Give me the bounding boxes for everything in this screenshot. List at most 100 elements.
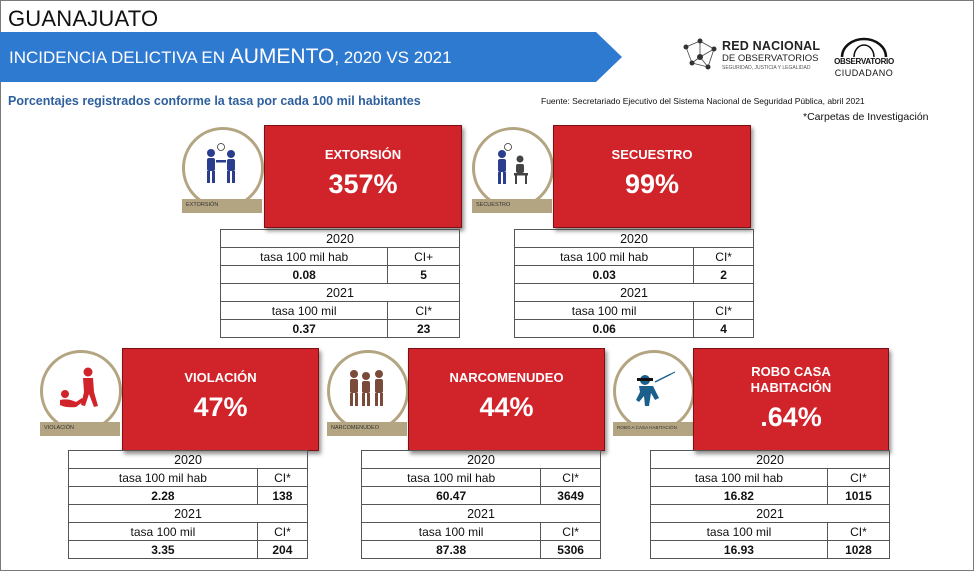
year-2020: 2020: [220, 229, 460, 248]
network-icon: [683, 38, 717, 70]
burglary-icon-badge: ROBO A CASA HABITACIÓN: [613, 350, 695, 436]
crime-name: SECUESTRO: [611, 147, 693, 162]
ci-value: 2: [693, 265, 754, 284]
banner-text: INCIDENCIA DELICTIVA EN AUMENTO, 2020 VS…: [9, 45, 452, 69]
crime-card-secuestro: SECUESTRO 99%: [553, 125, 751, 228]
subtitle: Porcentajes registrados conforme la tasa…: [8, 94, 421, 108]
rate-header: tasa 100 mil: [68, 522, 258, 541]
rate-value: 0.06: [513, 319, 695, 338]
kidnapping-icon: [498, 143, 528, 184]
ci-value: 5: [387, 265, 460, 284]
banner-emphasis: AUMENTO: [229, 45, 335, 68]
icon-caption: VIOLACIÓN: [44, 425, 74, 431]
burglary-icon: [636, 371, 676, 406]
ci-value: 23: [387, 319, 460, 338]
icon-caption: SECUESTRO: [476, 202, 511, 208]
rate-value: 0.08: [219, 265, 389, 284]
year-2021: 2021: [68, 504, 308, 523]
icon-caption-bar: VIOLACIÓN: [40, 422, 120, 436]
ci-header: CI*: [693, 247, 754, 266]
banner-suffix: , 2020 VS 2021: [334, 48, 452, 67]
rate-header: tasa 100 mil: [360, 522, 542, 541]
source-note: Fuente: Secretariado Ejecutivo del Siste…: [541, 96, 865, 106]
rate-value: 0.37: [219, 319, 389, 338]
rate-value: 16.82: [650, 486, 828, 505]
banner-prefix: INCIDENCIA DELICTIVA EN: [9, 48, 230, 67]
ci-header: CI*: [826, 522, 891, 541]
crime-card-violacion: VIOLACIÓN 47%: [122, 348, 319, 451]
assault-icon-badge: VIOLACIÓN: [40, 350, 122, 436]
headline-banner: INCIDENCIA DELICTIVA EN AUMENTO, 2020 VS…: [0, 32, 622, 82]
rate-value: 16.93: [650, 540, 828, 559]
rate-header: tasa 100 mil hab: [219, 247, 389, 266]
rate-value: 2.28: [68, 486, 258, 505]
ci-header: CI*: [693, 301, 754, 320]
icon-caption: EXTORSIÓN: [186, 202, 219, 208]
rate-header: tasa 100 mil hab: [513, 247, 695, 266]
ci-value: 3649: [540, 486, 601, 505]
icon-caption: ROBO A CASA HABITACIÓN: [617, 425, 677, 430]
ci-value: 5306: [540, 540, 601, 559]
icon-ring: [40, 350, 122, 432]
ci-value: 138: [256, 486, 309, 505]
stats-table-extorsion: 2020 tasa 100 mil hab CI+ 0.08 5 2021 tasa…: [219, 229, 460, 338]
ci-value: 4: [693, 319, 754, 338]
icon-ring: [182, 127, 264, 209]
crime-card-robo-casa: ROBO CASA HABITACIÓN .64%: [693, 348, 889, 451]
extortion-icon: [207, 143, 235, 183]
crime-card-narcomenudeo: NARCOMENUDEO 44%: [408, 348, 605, 451]
crime-percent: 47%: [193, 392, 248, 422]
oc-line1: OBSERVATORIO: [834, 57, 894, 66]
year-2021: 2021: [514, 283, 754, 302]
crime-name: NARCOMENUDEO: [449, 370, 564, 385]
rate-header: tasa 100 mil: [219, 301, 389, 320]
crime-percent: 99%: [624, 169, 680, 199]
year-2020: 2020: [361, 450, 601, 469]
ci-header: CI*: [256, 468, 309, 487]
rate-header: tasa 100 mil hab: [360, 468, 542, 487]
year-2021: 2021: [650, 504, 890, 523]
year-2021: 2021: [220, 283, 460, 302]
crime-name: VIOLACIÓN: [184, 370, 257, 385]
ci-header: CI*: [387, 301, 460, 320]
dome-icon: [840, 37, 888, 58]
ci-header: CI*: [540, 468, 601, 487]
rate-header: tasa 100 mil hab: [68, 468, 258, 487]
extortion-icon-badge: EXTORSIÓN: [182, 127, 264, 213]
ci-value: 204: [256, 540, 309, 559]
year-2020: 2020: [68, 450, 308, 469]
drug-dealing-icon-badge: NARCOMENUDEO: [327, 350, 409, 436]
crime-percent: 357%: [328, 169, 398, 199]
icon-caption-bar: ROBO A CASA HABITACIÓN: [613, 422, 693, 436]
icon-caption: NARCOMENUDEO: [331, 425, 379, 431]
ci-header: CI*: [256, 522, 309, 541]
icon-caption-bar: NARCOMENUDEO: [327, 422, 407, 436]
ci-value: 1015: [826, 486, 891, 505]
crime-percent: 44%: [479, 392, 534, 422]
rate-value: 60.47: [360, 486, 542, 505]
year-2020: 2020: [514, 229, 754, 248]
crime-percent: .64%: [760, 402, 822, 432]
red-nacional-logo: RED NACIONAL DE OBSERVATORIOS SEGURIDAD,…: [680, 37, 825, 77]
icon-caption-bar: EXTORSIÓN: [182, 199, 262, 213]
observatorio-ciudadano-logo: OBSERVATORIO CIUDADANO: [832, 37, 896, 81]
rno-line2: DE OBSERVATORIOS: [722, 53, 819, 64]
drug-dealing-icon: [350, 370, 383, 406]
icon-caption-bar: SECUESTRO: [472, 199, 552, 213]
rate-value: 3.35: [68, 540, 258, 559]
year-2020: 2020: [650, 450, 890, 469]
rate-value: 0.03: [513, 265, 695, 284]
stats-table-robo-casa: 2020 tasa 100 mil hab CI* 16.82 1015 2021 …: [650, 450, 891, 559]
crime-name-line1: ROBO CASA: [751, 364, 831, 379]
stats-table-secuestro: 2020 tasa 100 mil hab CI* 0.03 2 2021 tasa…: [513, 229, 754, 338]
ci-header: CI+: [387, 247, 460, 266]
rno-line3: SEGURIDAD, JUSTICIA Y LEGALIDAD: [722, 65, 811, 71]
stats-table-narcomenudeo: 2020 tasa 100 mil hab CI* 60.47 3649 2021 …: [360, 450, 601, 559]
assault-icon: [60, 367, 98, 408]
crime-card-extorsion: EXTORSIÓN 357%: [264, 125, 462, 228]
year-2021: 2021: [361, 504, 601, 523]
rate-header: tasa 100 mil: [513, 301, 695, 320]
rate-value: 87.38: [360, 540, 542, 559]
rate-header: tasa 100 mil: [650, 522, 828, 541]
rno-line1: RED NACIONAL: [722, 39, 821, 53]
